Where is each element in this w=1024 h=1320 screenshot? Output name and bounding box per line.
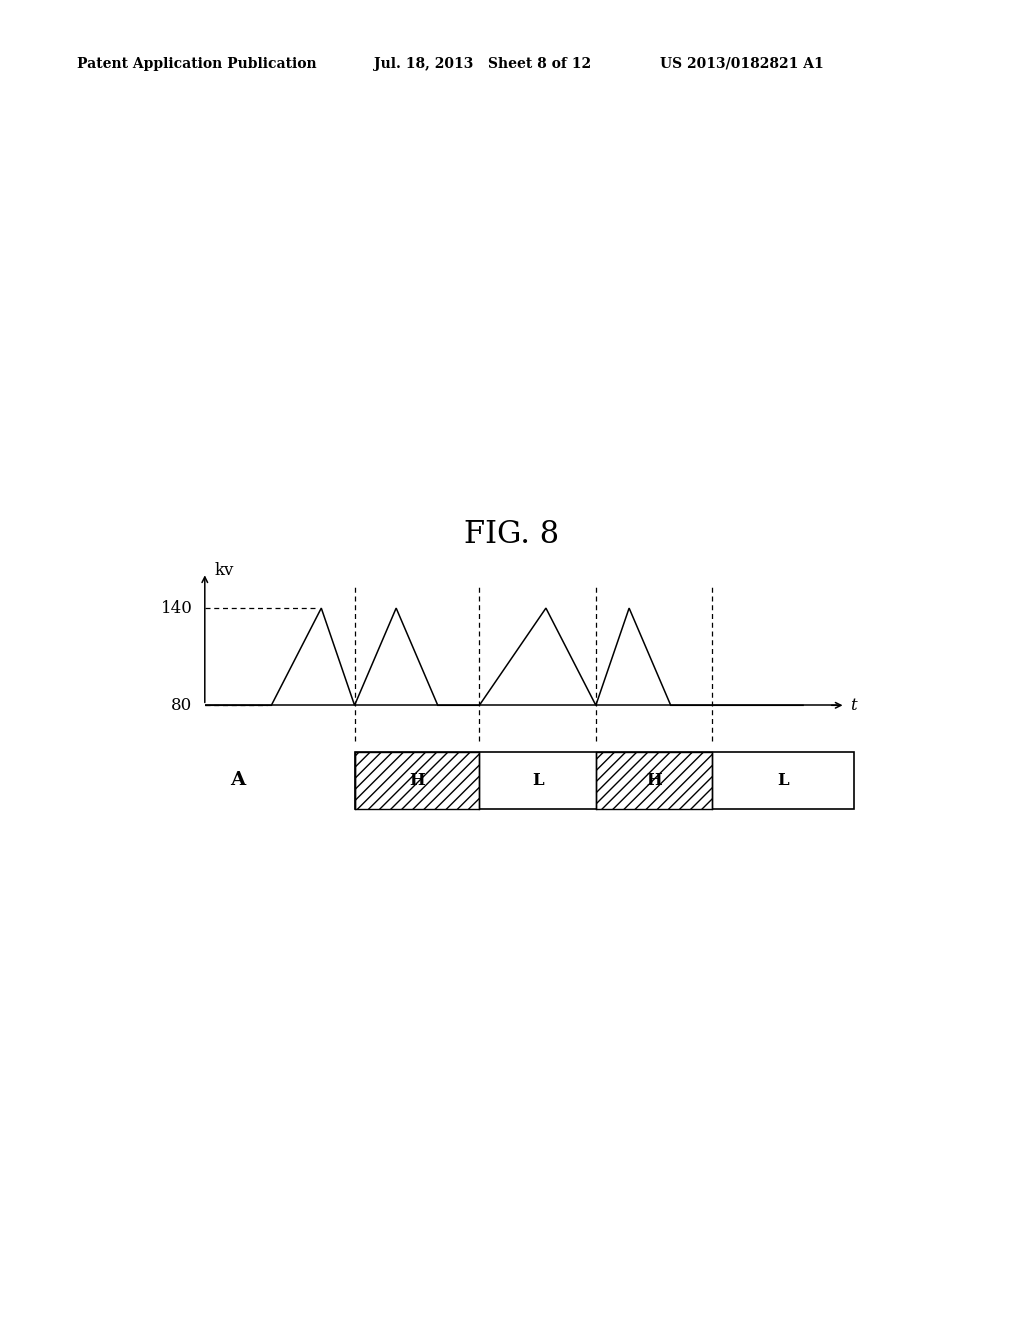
Text: Jul. 18, 2013   Sheet 8 of 12: Jul. 18, 2013 Sheet 8 of 12 xyxy=(374,57,591,71)
Text: 80: 80 xyxy=(171,697,193,714)
Text: H: H xyxy=(646,772,662,788)
Text: Patent Application Publication: Patent Application Publication xyxy=(77,57,316,71)
Text: FIG. 8: FIG. 8 xyxy=(465,519,559,550)
Text: 140: 140 xyxy=(161,599,193,616)
Bar xyxy=(596,751,713,809)
Text: t: t xyxy=(850,697,856,714)
Text: H: H xyxy=(409,772,425,788)
Bar xyxy=(354,751,479,809)
Text: kv: kv xyxy=(215,562,234,579)
Text: A: A xyxy=(230,771,246,789)
Bar xyxy=(354,751,854,809)
Text: L: L xyxy=(531,772,544,788)
Text: L: L xyxy=(777,772,788,788)
Text: US 2013/0182821 A1: US 2013/0182821 A1 xyxy=(660,57,824,71)
